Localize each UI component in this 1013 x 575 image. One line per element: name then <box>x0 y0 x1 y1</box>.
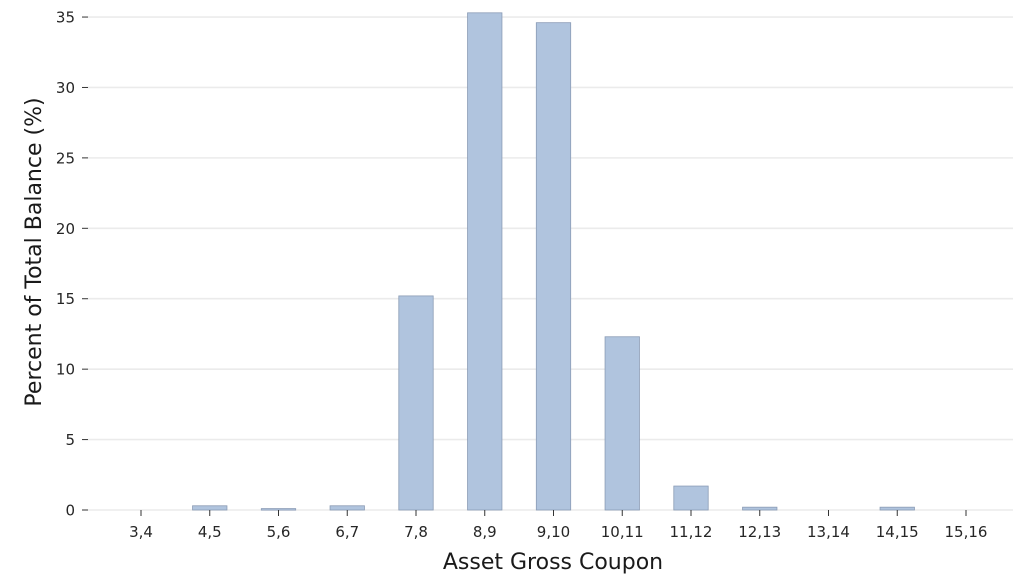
bar <box>604 336 640 511</box>
x-tick-label: 10,11 <box>601 523 644 541</box>
y-tick-label: 0 <box>65 502 75 520</box>
x-axis-ticks: 3,4 4,5 5,6 6,7 7,8 8,9 9,10 10,11 11,12 12,13 13,… <box>129 510 987 541</box>
y-tick-label: 20 <box>56 220 75 238</box>
y-tick-label: 15 <box>56 290 75 308</box>
x-tick-label: 11,12 <box>670 523 713 541</box>
bars <box>192 12 915 511</box>
x-tick-label: 5,6 <box>267 523 291 541</box>
y-tick-label: 5 <box>65 431 75 449</box>
y-tick-label: 30 <box>56 79 75 97</box>
x-tick-label: 13,14 <box>807 523 850 541</box>
bar <box>742 506 778 511</box>
x-tick-label: 8,9 <box>473 523 497 541</box>
bar <box>398 295 434 511</box>
bar <box>467 12 503 511</box>
y-axis-ticks: 0 5 10 15 20 25 30 35 <box>56 9 88 520</box>
x-tick-label: 9,10 <box>537 523 570 541</box>
x-tick-label: 4,5 <box>198 523 222 541</box>
y-axis-label: Percent of Total Balance (%) <box>22 97 47 406</box>
bar <box>260 508 297 511</box>
bar <box>673 485 709 511</box>
y-tick-label: 35 <box>56 9 75 27</box>
y-tick-label: 25 <box>56 149 75 167</box>
x-axis-label: Asset Gross Coupon <box>443 550 663 575</box>
bar <box>329 505 365 511</box>
x-tick-label: 15,16 <box>945 523 988 541</box>
x-tick-label: 14,15 <box>876 523 919 541</box>
bar <box>192 505 228 511</box>
x-tick-label: 6,7 <box>335 523 359 541</box>
x-tick-label: 12,13 <box>738 523 781 541</box>
x-tick-label: 7,8 <box>404 523 428 541</box>
x-tick-label: 3,4 <box>129 523 153 541</box>
bar <box>879 506 915 511</box>
bar <box>535 22 572 511</box>
y-tick-label: 10 <box>56 361 75 379</box>
